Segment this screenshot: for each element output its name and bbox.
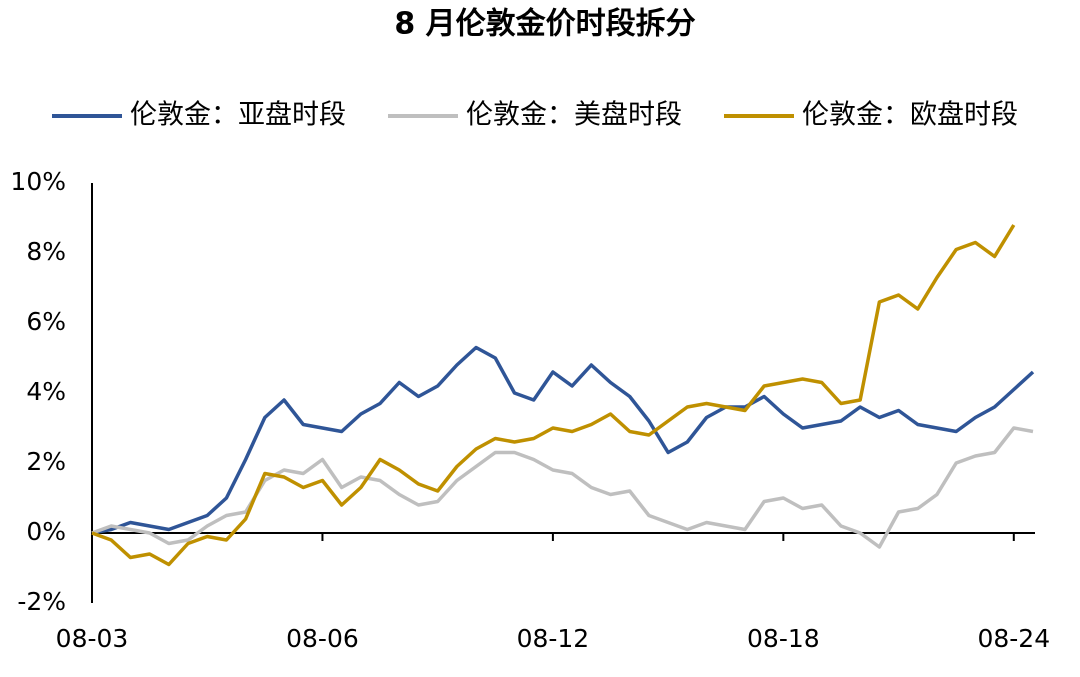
y-tick-label: 6% (26, 307, 66, 336)
legend-label: 伦敦金：亚盘时段 (130, 100, 346, 131)
series-line (91, 345, 1035, 535)
y-tick-label: 10% (10, 167, 66, 196)
y-tick-label: 0% (26, 517, 66, 546)
y-tick-label: 8% (26, 237, 66, 266)
chart-title: 8 月伦敦金价时段拆分 (394, 7, 695, 42)
y-tick-label: 4% (26, 377, 66, 406)
x-tick-label: 08-03 (56, 624, 129, 653)
x-tick-label: 08-18 (747, 624, 820, 653)
series-line (91, 426, 1034, 549)
x-tick-label: 08-12 (517, 624, 590, 653)
y-tick-label: -2% (17, 587, 66, 616)
series-line (91, 224, 1016, 567)
legend-label: 伦敦金：美盘时段 (466, 100, 682, 131)
legend-label: 伦敦金：欧盘时段 (802, 100, 1018, 131)
x-tick-label: 08-24 (977, 624, 1050, 653)
y-tick-label: 2% (26, 447, 66, 476)
x-tick-label: 08-06 (286, 624, 359, 653)
